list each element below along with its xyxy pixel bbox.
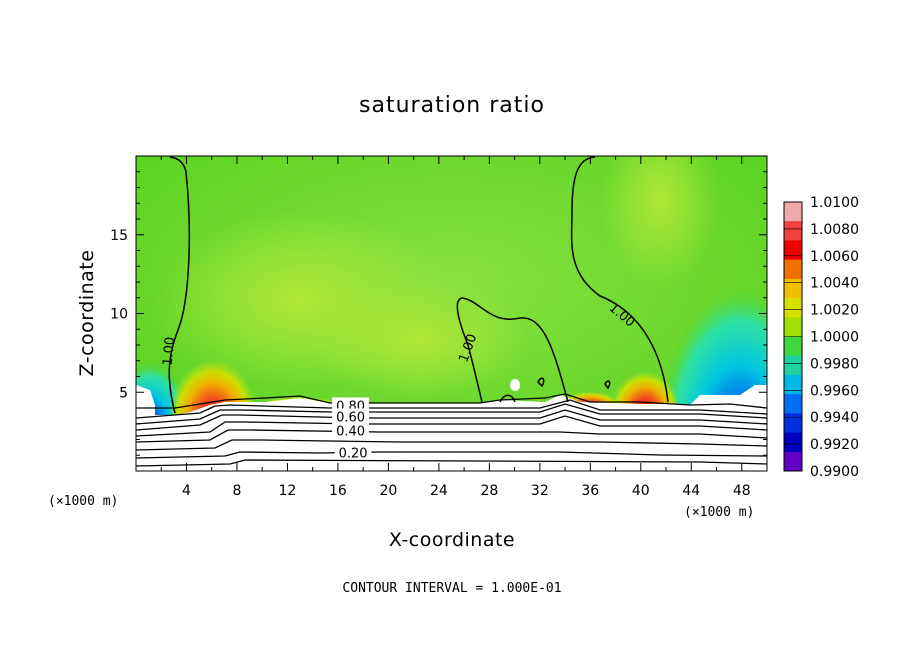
x-tick-label: 40 — [632, 483, 650, 499]
colorbar-swatch — [784, 298, 802, 318]
colorbar-label: 0.9960 — [810, 383, 859, 399]
no-data-mask-bottom — [136, 455, 767, 471]
contour-label-bg — [332, 422, 369, 437]
colorbar-swatch — [784, 432, 802, 453]
contour-label-text: 0.60 — [336, 410, 365, 425]
colorbar-swatch — [784, 221, 802, 241]
no-data-patch — [510, 379, 520, 391]
y-axis: 5 10 15 — [110, 171, 767, 456]
x-tick-label: 20 — [379, 483, 397, 499]
chart-title: saturation ratio — [359, 93, 545, 118]
y-unit-label: (×1000 m) — [48, 494, 118, 509]
terrain-contour — [136, 439, 767, 451]
terrain-contour — [136, 399, 767, 419]
y-tick-label: 5 — [119, 385, 128, 401]
colorbar-swatch — [784, 259, 802, 280]
contour-label-bg — [332, 408, 369, 423]
contour-label: 0.20 — [334, 444, 372, 462]
terrain-contour — [136, 409, 767, 431]
colorbar-label: 0.9940 — [810, 410, 859, 426]
contour-label-bg — [332, 397, 369, 412]
contour-interval-note: CONTOUR INTERVAL = 1.000E-01 — [342, 581, 561, 596]
colorbar-swatch — [784, 317, 802, 337]
x-tick-label: 44 — [682, 483, 700, 499]
plot-area: 1.00 1.001.000.800.600.400.20 — [136, 156, 767, 471]
contour-label-text: 0.20 — [339, 447, 368, 462]
colorbar-swatch — [784, 278, 802, 299]
colorbar-swatch — [784, 394, 802, 414]
colorbar-label: 1.0020 — [810, 303, 859, 319]
colorbar-label: 1.0040 — [810, 276, 859, 292]
x-tick-label: 4 — [182, 483, 191, 499]
x-tick-label: 16 — [329, 483, 347, 499]
x-tick-label: 32 — [531, 483, 549, 499]
x-unit-label: (×1000 m) — [684, 505, 754, 520]
colorbar-label: 1.0000 — [810, 330, 859, 346]
colorbar-swatch — [784, 202, 802, 222]
y-tick-label: 15 — [110, 228, 128, 244]
y-tick-label: 10 — [110, 307, 128, 323]
terrain-contours — [136, 393, 767, 467]
contour-1-00-small — [537, 377, 545, 388]
colorbar: 1.0100 1.0080 1.0060 1.0040 1.0020 1.0000 0.99… — [783, 195, 859, 480]
x-tick-label: 8 — [232, 483, 241, 499]
colorbar-label: 0.9920 — [810, 437, 859, 453]
x-tick-label: 36 — [581, 483, 599, 499]
y-axis-label: Z-coordinate — [76, 250, 98, 377]
colorbar-label: 1.0100 — [810, 195, 859, 211]
terrain-contour — [136, 403, 767, 425]
contour-label-text: 0.40 — [336, 425, 365, 440]
terrain-contour — [136, 393, 767, 409]
contour-1-00-right — [570, 156, 669, 403]
field-bright-patch — [310, 280, 530, 400]
contour-1-00-small — [604, 380, 611, 390]
colorbar-swatch — [784, 413, 802, 434]
terrain-contour — [136, 459, 767, 467]
x-axis: 4 8 12 16 20 24 28 32 36 40 44 48 — [160, 156, 751, 499]
contour-label: 0.60 — [332, 408, 369, 425]
contour-label: 0.40 — [332, 422, 369, 440]
x-axis-label: X-coordinate — [389, 529, 515, 551]
x-tick-label: 28 — [480, 483, 498, 499]
x-tick-label: 24 — [430, 483, 448, 499]
colorbar-label: 0.9900 — [810, 464, 859, 480]
contour-lines — [168, 156, 669, 414]
contour-1-00-left — [168, 156, 191, 414]
colorbar-swatch — [784, 240, 802, 261]
colorbar-label: 1.0080 — [810, 222, 859, 238]
terrain-contour — [136, 429, 767, 443]
colorbar-label: 0.9980 — [810, 356, 859, 372]
colorbar-swatch — [784, 336, 802, 357]
x-tick-label: 12 — [279, 483, 297, 499]
contour-label: 1.00 — [161, 336, 178, 366]
contour-label-bg — [334, 444, 372, 459]
colorbar-swatch — [784, 374, 802, 395]
colorbar-label: 1.0060 — [810, 249, 859, 265]
colorbar-swatch — [784, 355, 802, 376]
x-tick-label: 48 — [733, 483, 751, 499]
colorbar-swatch — [784, 451, 802, 472]
contour-1-00-center — [456, 297, 569, 403]
contour-label-text: 1.00 — [161, 336, 178, 366]
terrain-contour — [136, 415, 767, 437]
